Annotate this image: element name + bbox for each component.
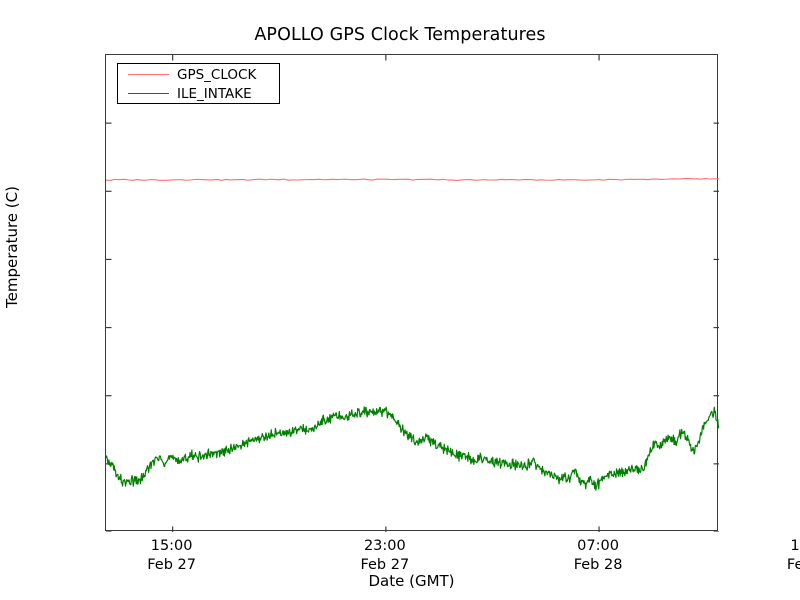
x-tick-time: 07:00 <box>577 538 619 554</box>
legend-line-swatch-icon <box>128 74 169 75</box>
legend-item-ile-intake[interactable]: ILE_INTAKE <box>118 84 281 104</box>
x-tick-label: 15:00 Feb 27 <box>112 537 232 575</box>
x-tick-date: Feb 28 <box>786 557 800 573</box>
legend-item-label: ILE_INTAKE <box>177 86 252 102</box>
x-tick-time: 23:00 <box>363 538 406 554</box>
x-tick-date: Feb 27 <box>147 557 196 573</box>
legend-item-gps-clock[interactable]: GPS_CLOCK <box>118 65 281 85</box>
y-axis-label: Temperature (C) <box>3 186 21 308</box>
x-tick-time: 15:00 <box>150 538 193 554</box>
x-tick-label: 07:00 Feb 28 <box>538 537 658 575</box>
data-series-lines <box>106 177 719 491</box>
x-axis-label: Date (GMT) <box>368 572 455 590</box>
x-tick-label: 15:00 Feb 28 <box>751 537 800 575</box>
series-line-ile-intake <box>106 406 719 491</box>
legend-item-label: GPS_CLOCK <box>177 67 257 83</box>
chart-title: APOLLO GPS Clock Temperatures <box>254 25 546 45</box>
axis-tick-marks <box>106 55 719 532</box>
series-line-gps-clock <box>106 177 719 182</box>
x-tick-time: 15:00 <box>790 538 800 554</box>
x-tick-label: 23:00 Feb 27 <box>325 537 445 575</box>
legend-line-swatch-icon <box>128 93 169 94</box>
plot-canvas <box>106 55 719 532</box>
x-tick-date: Feb 27 <box>360 557 410 573</box>
chart-legend[interactable]: GPS_CLOCK ILE_INTAKE <box>117 63 280 104</box>
x-tick-date: Feb 28 <box>573 557 623 573</box>
plot-area: GPS_CLOCK ILE_INTAKE <box>105 54 719 532</box>
